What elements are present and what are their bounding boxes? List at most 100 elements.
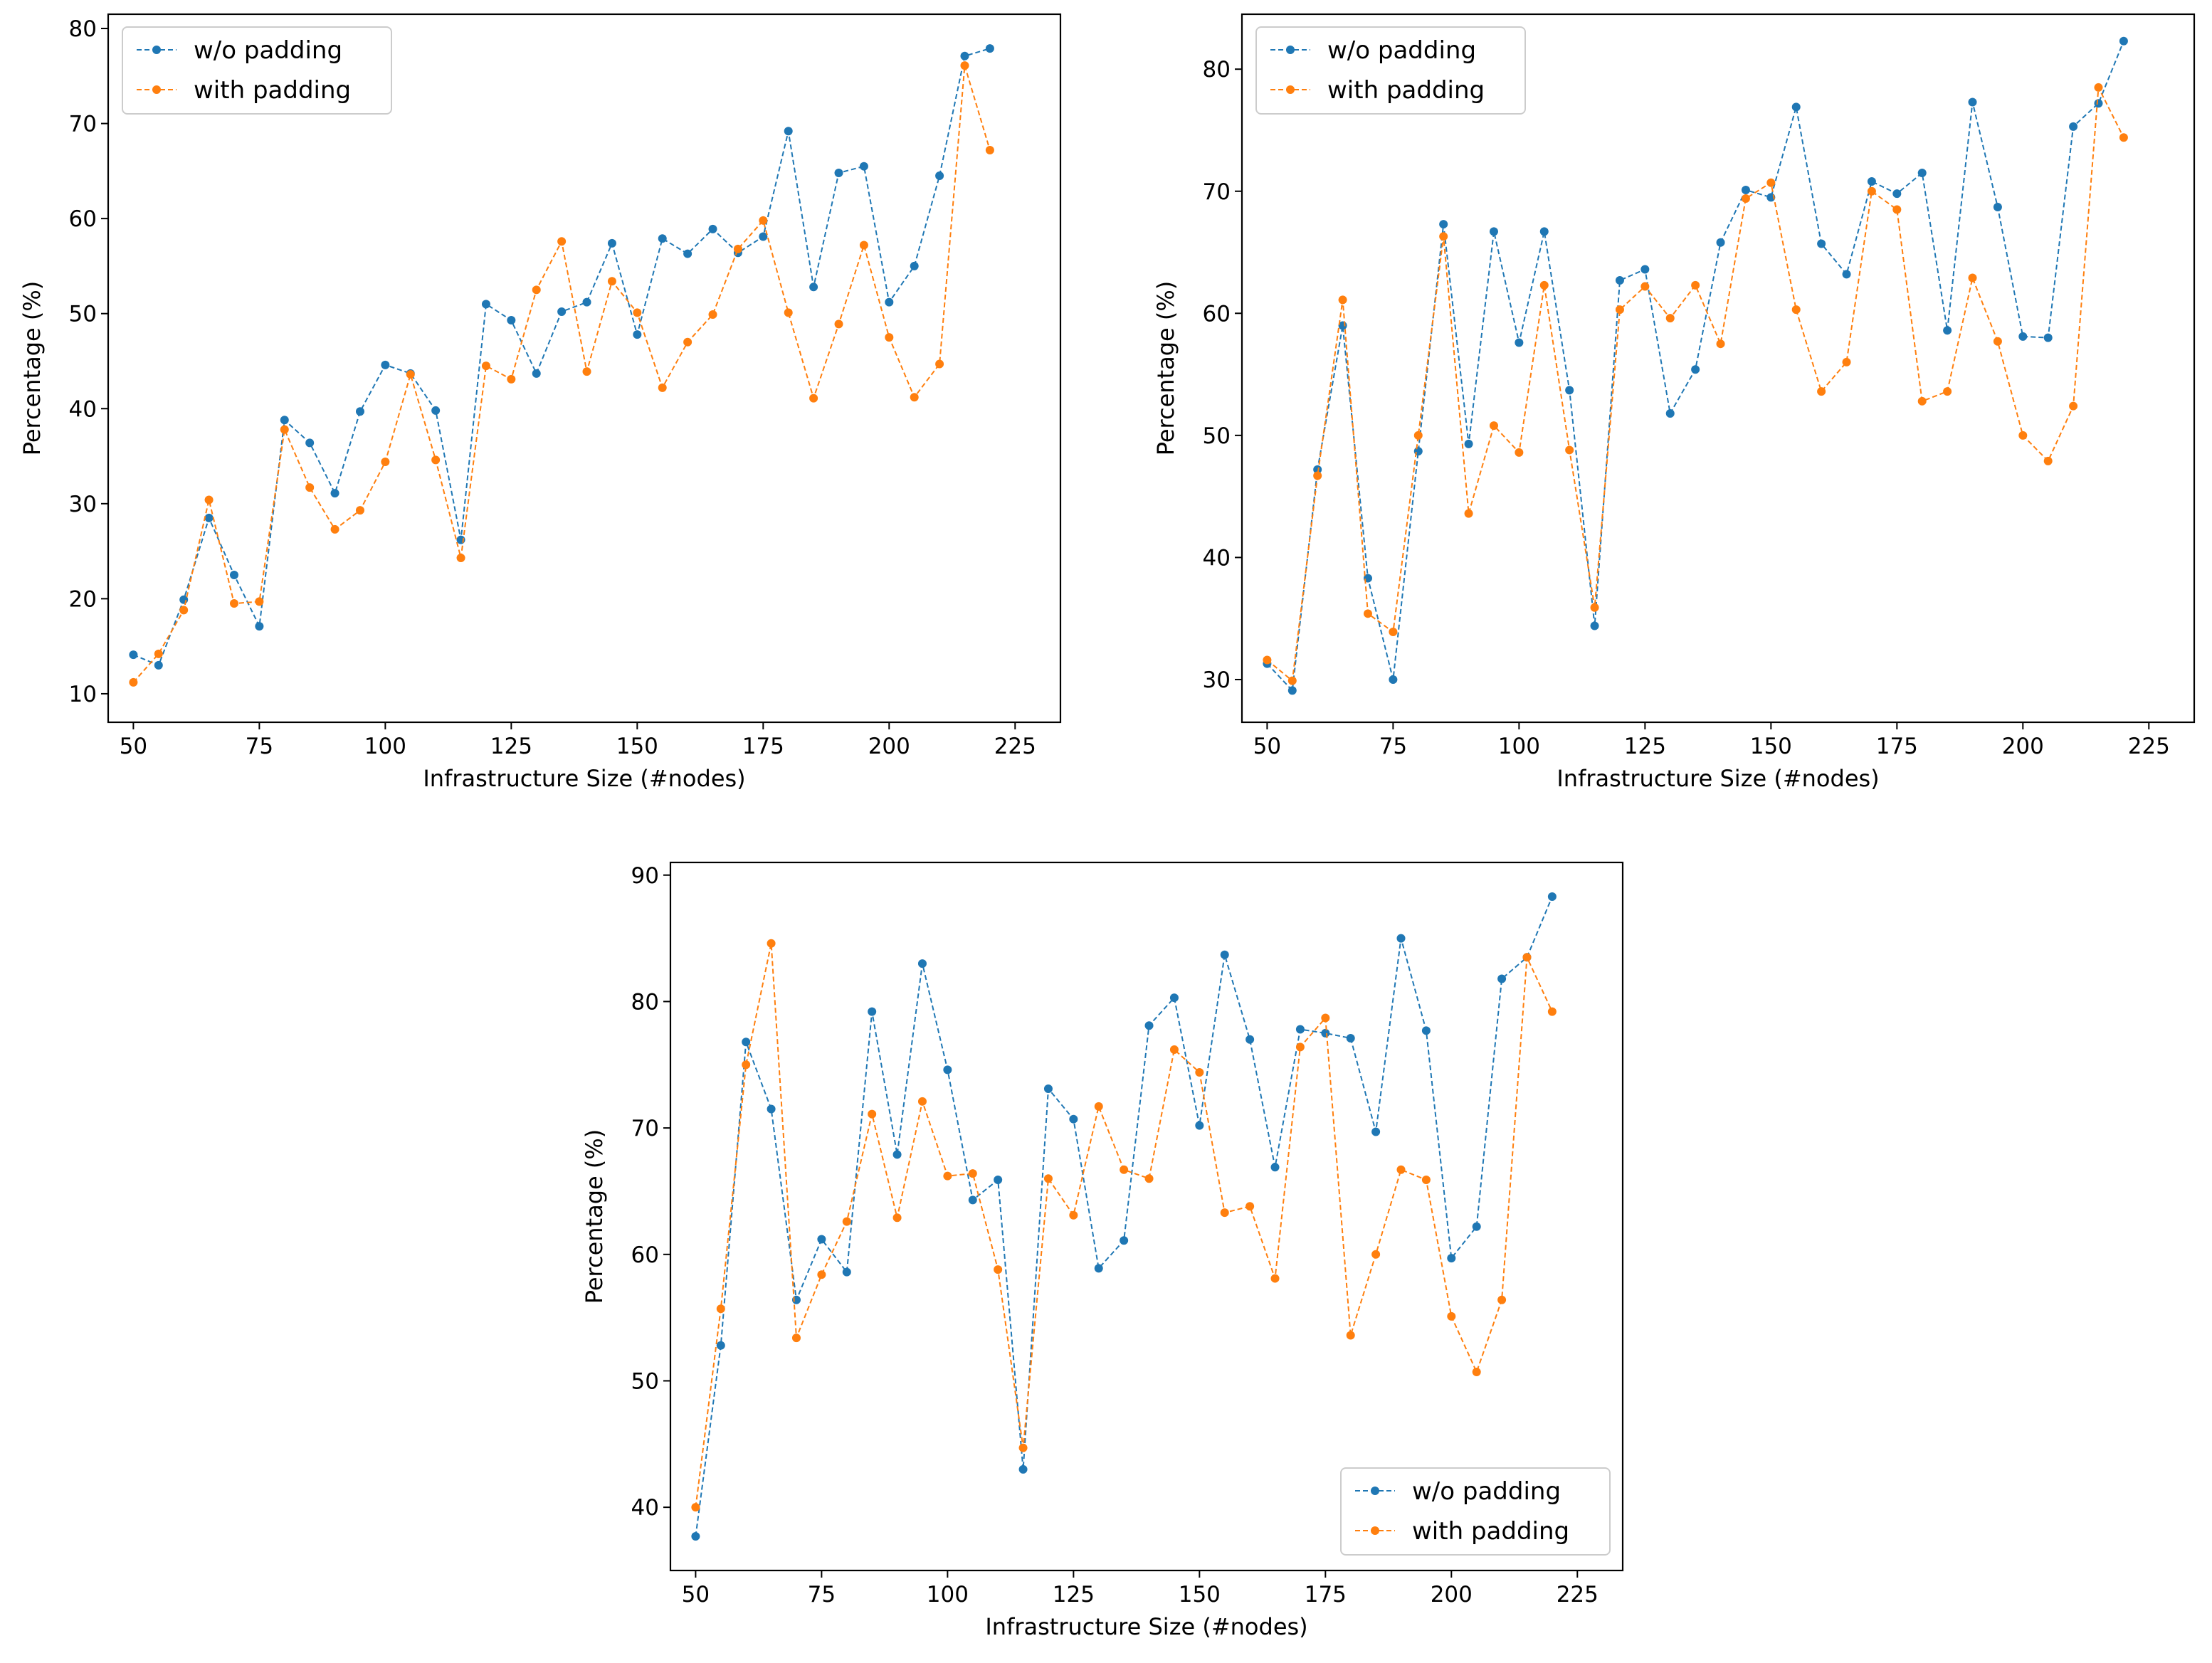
y-tick-label: 40 (631, 1495, 659, 1521)
data-point (1043, 1174, 1053, 1183)
data-point (2119, 36, 2128, 46)
data-point (1943, 387, 1952, 396)
data-point (1539, 227, 1549, 236)
data-point (994, 1175, 1003, 1184)
data-point (1094, 1264, 1103, 1273)
y-tick-label: 40 (1203, 545, 1231, 571)
x-tick-label: 100 (364, 734, 406, 759)
legend-marker (152, 85, 161, 94)
data-point (330, 489, 339, 498)
data-point (1943, 326, 1952, 335)
data-point (381, 360, 390, 369)
data-point (1464, 509, 1473, 518)
data-point (842, 1217, 851, 1226)
x-tick-label: 150 (616, 734, 658, 759)
data-point (834, 320, 843, 329)
data-point (481, 361, 490, 371)
y-axis-label: Percentage (%) (1152, 281, 1179, 456)
data-point (2018, 431, 2028, 440)
data-point (1917, 396, 1927, 406)
y-tick-label: 30 (1203, 667, 1231, 693)
legend-entry: w/o padding (1327, 36, 1476, 65)
data-point (767, 939, 776, 948)
series-with-padding (691, 939, 1557, 1512)
data-point (767, 1104, 776, 1114)
data-point (1665, 408, 1675, 418)
data-point (481, 300, 490, 309)
data-point (910, 393, 919, 402)
data-point (943, 1171, 952, 1181)
data-point (1817, 387, 1826, 396)
data-point (406, 370, 415, 379)
data-point (1665, 314, 1675, 323)
data-point (1968, 273, 1977, 283)
data-point (1464, 439, 1473, 448)
data-point (229, 599, 238, 608)
data-point (1842, 270, 1851, 279)
data-point (305, 438, 315, 448)
data-point (1371, 1250, 1381, 1259)
data-point (1094, 1102, 1103, 1111)
legend: w/o padding with padding (1340, 1467, 1611, 1556)
subplot-1: 50 75 100 125 150 175 200 225 10 20 30 40 50 60 70 80 In… (19, 13, 1062, 792)
data-point (1321, 1028, 1330, 1038)
data-point (1346, 1033, 1355, 1042)
data-point (1472, 1368, 1481, 1377)
y-tick-label: 20 (69, 586, 97, 612)
data-point (2094, 83, 2103, 92)
x-tick-label: 75 (808, 1582, 836, 1607)
data-point (817, 1270, 826, 1279)
data-point (691, 1532, 700, 1541)
data-point (1968, 97, 1977, 107)
y-tick-label: 50 (631, 1368, 659, 1394)
data-point (129, 677, 138, 687)
data-point (859, 162, 868, 171)
data-point (1791, 305, 1801, 315)
data-point (255, 622, 264, 631)
x-tick-label: 125 (1624, 734, 1666, 759)
y-tick-label: 80 (69, 16, 97, 42)
data-point (1220, 1208, 1229, 1218)
data-point (557, 237, 567, 246)
data-point (1522, 953, 1532, 962)
data-point (868, 1007, 877, 1016)
data-point (1439, 220, 1448, 229)
data-point (968, 1169, 977, 1178)
data-point (1472, 1222, 1481, 1231)
data-point (2119, 133, 2128, 142)
data-point (1295, 1042, 1305, 1052)
data-point (129, 650, 138, 660)
axes-frame (669, 861, 1624, 1572)
data-point (1287, 676, 1297, 685)
data-point (2043, 456, 2053, 465)
data-point (1565, 445, 1574, 455)
y-tick-label: 60 (631, 1242, 659, 1268)
data-point (456, 553, 465, 562)
data-point (910, 261, 919, 270)
x-tick-label: 50 (120, 734, 147, 759)
data-point (532, 369, 541, 378)
data-point (885, 297, 894, 307)
data-point (1363, 609, 1372, 618)
data-point (960, 51, 969, 60)
data-point (2069, 401, 2078, 411)
legend-entry: with padding (194, 76, 351, 105)
data-point (1539, 280, 1549, 290)
data-point (791, 1334, 801, 1343)
data-point (1817, 239, 1826, 248)
data-point (1389, 675, 1398, 684)
data-point (1321, 1013, 1330, 1023)
data-point (1447, 1254, 1456, 1263)
data-point (683, 249, 692, 258)
data-point (1270, 1163, 1280, 1172)
data-point (759, 216, 768, 225)
data-point (1169, 1045, 1179, 1054)
data-point (1144, 1174, 1154, 1183)
data-point (935, 359, 944, 369)
series-wo-padding (129, 44, 994, 670)
data-point (1716, 339, 1725, 349)
data-point (784, 308, 793, 317)
series-line (132, 65, 991, 683)
data-point (280, 416, 289, 425)
data-point (1069, 1114, 1078, 1124)
